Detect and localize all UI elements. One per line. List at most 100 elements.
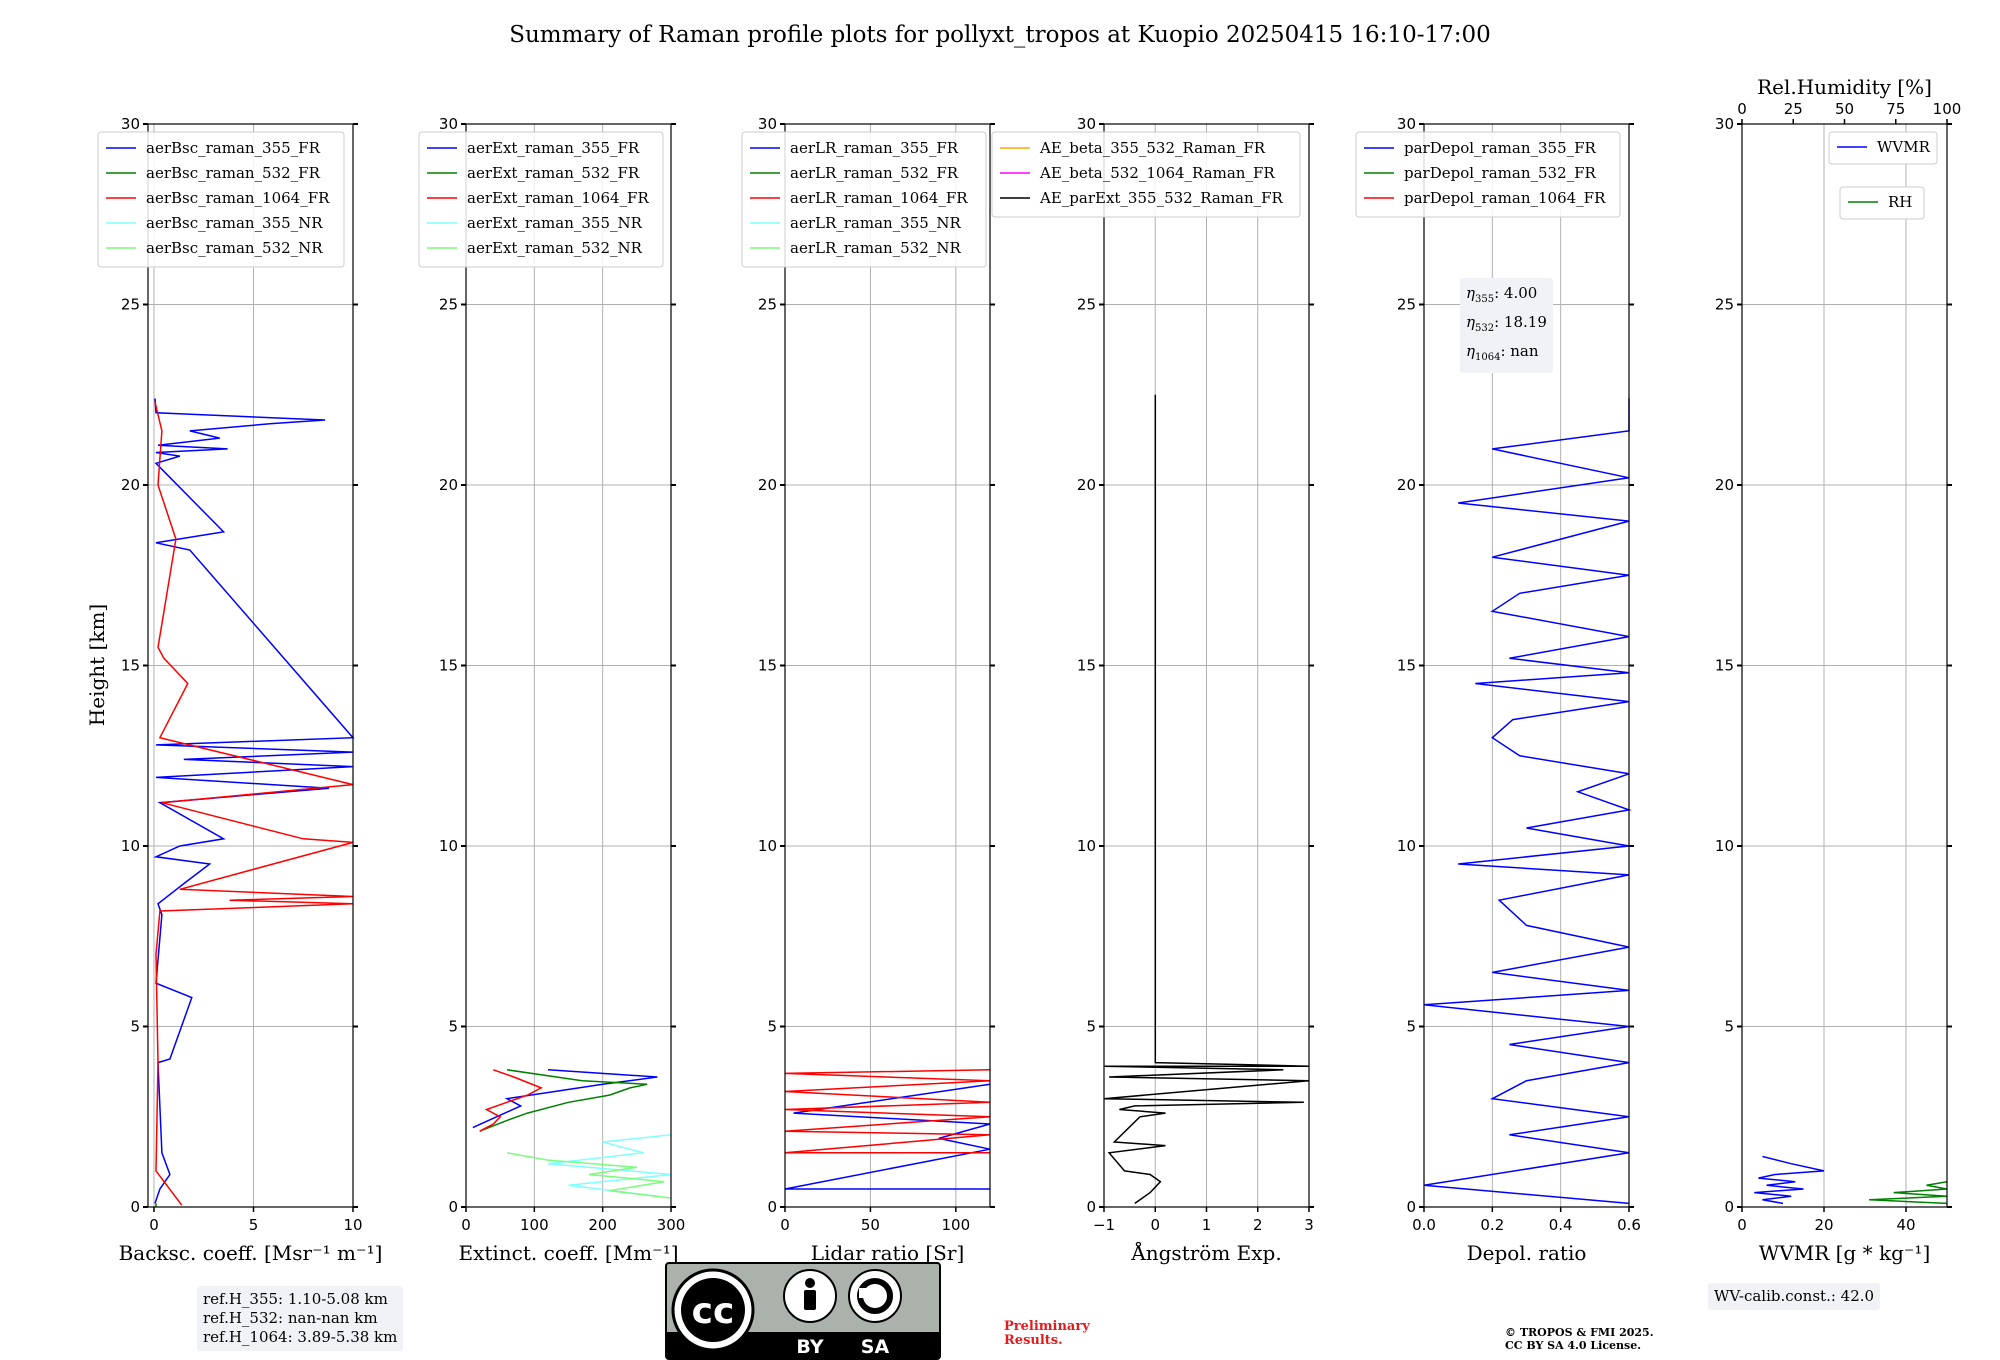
series-line-aerLR_raman_1064_FR — [784, 1069, 991, 1154]
legend-label: aerExt_raman_532_FR — [467, 164, 640, 182]
x-tick-label: 0 — [149, 1216, 159, 1234]
series-line-aerExt_raman_1064_FR — [479, 1069, 543, 1132]
by-text: BY — [796, 1336, 823, 1358]
x-tick-label: 2 — [1253, 1216, 1263, 1234]
legend-label: aerLR_raman_355_FR — [790, 139, 959, 157]
series-line-aerExt_raman_355_NR — [547, 1134, 672, 1197]
legend: AE_beta_355_532_Raman_FR AE_beta_532_1064… — [991, 131, 1301, 218]
x-tick-label: 0.6 — [1617, 1216, 1641, 1234]
legend-label: AE_beta_532_1064_Raman_FR — [1039, 164, 1275, 182]
y-tick-label: 10 — [121, 837, 140, 855]
legend-box — [1839, 186, 1925, 220]
top-x-tick-label: 50 — [1835, 100, 1854, 118]
share-alike-icon — [848, 1269, 902, 1323]
wv-calib-box: WV-calib.const.: 42.0 — [1708, 1283, 1881, 1310]
y-tick-label: 0 — [130, 1198, 140, 1216]
y-tick-label: 5 — [1724, 1018, 1734, 1036]
top-x-axis-label: Rel.Humidity [%] — [1757, 75, 1932, 99]
y-tick-label: 30 — [758, 115, 777, 133]
preliminary-note: Preliminary Results. — [1004, 1319, 1090, 1348]
y-tick-label: 30 — [121, 115, 140, 133]
y-tick-label: 20 — [439, 476, 458, 494]
y-tick-label: 15 — [758, 657, 777, 675]
legend-label: aerLR_raman_1064_FR — [790, 189, 968, 207]
panel-lidar_ratio: 0 5 10 15 20 25 30 0 50 100 Lidar ratio [Sr] aerLR_… — [741, 115, 995, 1265]
top-x-tick-label: 75 — [1886, 100, 1905, 118]
ref-height-355: ref.H_355: 1.10-5.08 km — [203, 1290, 388, 1308]
eta-1064: η1064: nan — [1466, 342, 1539, 363]
y-tick-label: 25 — [758, 296, 777, 314]
x-tick-label: 0.0 — [1412, 1216, 1436, 1234]
y-tick-label: 25 — [1397, 296, 1416, 314]
x-tick-label: 20 — [1814, 1216, 1833, 1234]
y-tick-label: 20 — [758, 476, 777, 494]
panel-backscatter: 0 5 10 15 20 25 30 0 5 10 Backsc. coeff. [Msr⁻¹ m⁻… — [97, 115, 382, 1265]
x-tick-label: 10 — [343, 1216, 362, 1234]
series-line-aerBsc_raman_1064_FR — [154, 401, 354, 1206]
ref-height-box: ref.H_355: 1.10-5.08 km ref.H_532: nan-n… — [197, 1286, 404, 1351]
x-tick-label: 5 — [249, 1216, 259, 1234]
y-tick-label: 30 — [439, 115, 458, 133]
series-line-aerExt_raman_355_FR — [472, 1069, 658, 1129]
x-tick-label: 100 — [942, 1216, 971, 1234]
legend-label: AE_beta_355_532_Raman_FR — [1039, 139, 1266, 157]
legend-box — [991, 131, 1301, 218]
legend-label: aerBsc_raman_532_FR — [146, 164, 321, 182]
legend: aerExt_raman_355_FR aerExt_raman_532_FRae… — [418, 131, 664, 268]
y-tick-label: 10 — [758, 837, 777, 855]
legend-box — [418, 131, 664, 268]
legend-rh: RH — [1839, 186, 1925, 220]
x-tick-label: 50 — [861, 1216, 880, 1234]
series-line-AE_parExt_355_532_Raman_FR — [1103, 394, 1310, 1205]
x-tick-label: 0.4 — [1549, 1216, 1573, 1234]
y-tick-label: 20 — [1077, 476, 1096, 494]
legend-wvmr: WVMR — [1828, 131, 1938, 165]
x-tick-label: 0 — [1737, 1216, 1747, 1234]
series-line-WVMR — [1754, 1155, 1825, 1205]
legend-box — [1828, 131, 1938, 165]
y-axis-label: Height [km] — [85, 604, 109, 726]
y-tick-label: 5 — [130, 1018, 140, 1036]
legend: aerLR_raman_355_FR aerLR_raman_532_FR aerL… — [741, 131, 987, 268]
y-tick-label: 20 — [1715, 476, 1734, 494]
y-tick-label: 15 — [1715, 657, 1734, 675]
depol-eta-box: η355: 4.00 η532: 18.19 η1064: nan — [1460, 278, 1553, 373]
x-axis-label: WVMR [g * kg⁻¹] — [1759, 1241, 1931, 1265]
legend-label: aerBsc_raman_532_NR — [146, 239, 323, 257]
y-tick-label: 25 — [439, 296, 458, 314]
x-axis-label: Depol. ratio — [1467, 1241, 1587, 1265]
y-tick-label: 10 — [1397, 837, 1416, 855]
y-tick-label: 25 — [1077, 296, 1096, 314]
legend-label: aerBsc_raman_1064_FR — [146, 189, 330, 207]
legend-label: aerExt_raman_355_FR — [467, 139, 640, 157]
series-line-RH — [1869, 1180, 1948, 1205]
legend-label: aerLR_raman_355_NR — [790, 214, 961, 232]
legend-label: aerLR_raman_532_NR — [790, 239, 961, 257]
legend-label: aerExt_raman_1064_FR — [467, 189, 649, 207]
sa-text: SA — [861, 1336, 890, 1358]
top-x-tick-label: 100 — [1933, 100, 1962, 118]
cc-text: cc — [692, 1291, 735, 1332]
y-tick-label: 15 — [439, 657, 458, 675]
x-tick-label: 40 — [1896, 1216, 1915, 1234]
legend-label: RH — [1888, 193, 1912, 211]
legend: parDepol_raman_355_FR parDepol_raman_532_… — [1355, 131, 1621, 218]
legend-box — [1355, 131, 1621, 218]
y-tick-label: 10 — [1715, 837, 1734, 855]
y-tick-label: 15 — [1397, 657, 1416, 675]
wv-calib-text: WV-calib.const.: 42.0 — [1714, 1287, 1875, 1305]
legend: aerBsc_raman_355_FR aerBsc_raman_532_FRae… — [97, 131, 345, 268]
legend-label: aerBsc_raman_355_FR — [146, 139, 321, 157]
y-tick-label: 15 — [1077, 657, 1096, 675]
y-tick-label: 5 — [1086, 1018, 1096, 1036]
y-tick-label: 5 — [767, 1018, 777, 1036]
series-line-aerExt_raman_532_FR — [479, 1069, 648, 1132]
x-tick-label: 1 — [1202, 1216, 1212, 1234]
copyright-note: © TROPOS & FMI 2025. CC BY SA 4.0 Licens… — [1505, 1326, 1654, 1352]
y-tick-label: 25 — [121, 296, 140, 314]
ref-height-532: ref.H_532: nan-nan km — [203, 1309, 378, 1327]
x-axis-label: Ångström Exp. — [1130, 1240, 1281, 1265]
top-x-tick-label: 25 — [1784, 100, 1803, 118]
legend-box — [741, 131, 987, 268]
